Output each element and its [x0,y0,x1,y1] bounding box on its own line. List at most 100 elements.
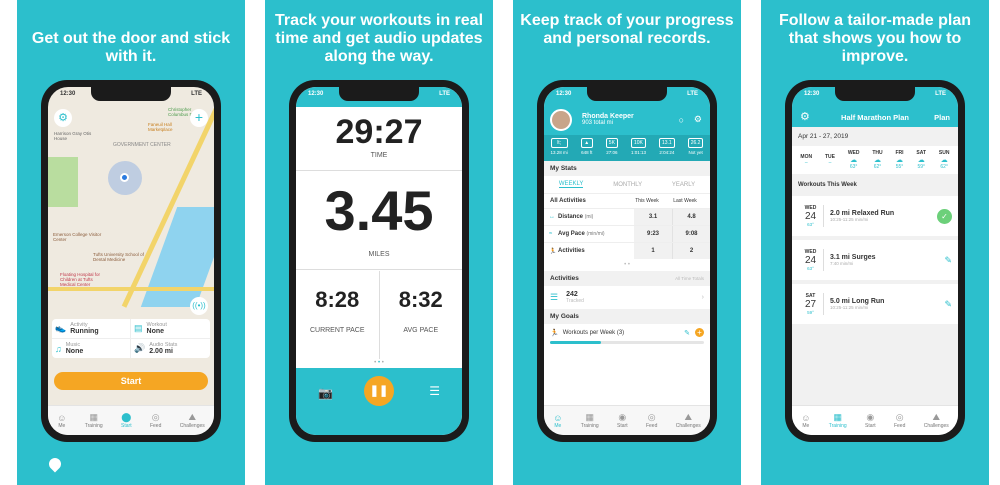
map-label: Tufts University School of Dental Medici… [93,252,144,262]
record-value: 27:06 [606,150,618,155]
record-badge-label: lt; [550,138,568,148]
stat-icon: ↔ [549,214,555,220]
workouts-header: Workouts This Week [798,182,857,188]
tab-challenges[interactable]: ⛰ Challenges [923,412,949,429]
record-badge[interactable]: 13.1 2:04:24 [658,138,675,161]
weather-icon: ☁ [917,157,925,164]
records-strip[interactable]: lt; 13.28 mi ▲ 648 ft 5K 27:06 10K 1:01:13 13.1 2… [544,135,710,161]
tab-training[interactable]: ▦ Training [84,412,103,429]
day-temp: 59° [917,164,925,170]
tab-training[interactable]: ▦ Training [580,412,599,429]
caption: Follow a tailor-made plan that shows you… [778,12,972,65]
tab-challenges[interactable]: ⛰ Challenges [179,412,205,429]
record-badge[interactable]: 5K 27:06 [605,138,618,161]
broadcast-button[interactable]: ((•)) [190,297,208,315]
tab-monthly[interactable]: MONTHLY [613,181,643,188]
workout-item[interactable]: WED 24 63° 2.0 mi Relaxed Run 10:25-11:25 mi… [792,196,958,236]
pause-button[interactable]: ❚❚ [364,376,394,406]
music-setting[interactable]: ♫ Music None [52,339,131,358]
day-temp: 62° [873,164,882,170]
add-goal-button[interactable]: + [695,328,704,337]
edit-icon[interactable]: ✎ [684,329,690,337]
workout-setting[interactable]: ▤ Workout None [131,319,210,339]
plan-button[interactable]: Plan [934,113,950,122]
tab-me[interactable]: ☺ Me [801,412,811,429]
chevron-right-icon: › [701,294,704,301]
tab-feed[interactable]: ◎ Feed [893,412,906,429]
stat-icon: ≈ [549,231,553,237]
settings-grid: 👟 Activity Running ▤ Workout None ♫ Music None… [52,319,210,358]
add-button[interactable]: + [190,109,208,127]
gear-icon[interactable]: ⚙ [800,111,810,123]
week-range: Apr 21 - 27, 2019 [798,133,849,140]
camera-button[interactable]: 📷 [318,386,333,400]
phone: 12:30 LTE ⚙ Half Marathon Plan Plan Apr 2… [785,80,965,442]
workout-pace: 10:25-11:25 min/mi [830,305,869,310]
activity-filter[interactable]: All Activities [550,198,586,204]
value: None [146,328,165,335]
tab-yearly[interactable]: YEARLY [671,181,696,188]
settings-button[interactable]: ⚙ [54,109,72,127]
record-badge[interactable]: ▲ 648 ft [580,138,593,161]
user-name: Rhonda Keeper [582,113,634,120]
record-badge-label: ▲ [580,138,593,148]
tab-me[interactable]: ☺ Me [57,412,67,429]
tab-training[interactable]: ▦ Training [828,412,847,429]
edit-icon[interactable]: ✎ [944,254,952,265]
day-forecast[interactable]: TUE – [825,154,835,166]
record-badge-label: 5K [605,138,618,148]
tab-me[interactable]: ☺ Me [553,412,563,429]
avatar[interactable] [550,109,572,131]
record-badge[interactable]: lt; 13.28 mi [550,138,568,161]
runner-icon: 🏃 [550,329,559,337]
tab-start[interactable]: ⬤ Start [121,412,132,429]
activities-count: 242 [566,291,578,298]
start-button[interactable]: Start [54,372,208,390]
map[interactable]: GOVERNMENT CENTER Faneuil Hall Marketpla… [48,87,214,435]
gear-icon[interactable]: ⚙ [693,114,702,124]
pin-icon: ⬤ [121,412,132,422]
col-this-week: This Week [635,198,659,204]
stat-label: Avg Pace [558,231,585,237]
day-forecast[interactable]: WED ☁ 63° [848,150,860,170]
tab-start[interactable]: ◉ Start [617,412,628,429]
record-badge[interactable]: 10K 1:01:13 [630,138,646,161]
tab-start[interactable]: ◉ Start [865,412,876,429]
day-forecast[interactable]: FRI ☁ 55° [895,150,903,170]
check-icon[interactable]: ✓ [937,208,952,224]
sliders-icon[interactable]: ☰ [429,384,440,398]
workout-item[interactable]: SAT 27 59° 5.0 mi Long Run 10:25-11:25 min/m… [792,284,958,324]
stat-unit: (min/mi) [586,231,605,237]
notch [835,87,915,101]
edit-icon[interactable]: ✎ [944,298,952,309]
day-forecast[interactable]: SUN ☁ 62° [939,150,950,170]
record-value: 13.28 mi [550,150,568,155]
day-forecast[interactable]: THU ☁ 62° [872,150,882,170]
status-network: LTE [439,91,450,97]
record-badge[interactable]: 26.2 Not yet [687,138,704,161]
stat-row: ↔ Distance (mi) 3.1 4.8 [544,208,710,225]
workout-title: 2.0 mi Relaxed Run [830,210,895,217]
activities-row[interactable]: ☰ 242 Tracked › [544,286,710,309]
search-icon[interactable]: ○ [678,115,684,125]
caption: Track your workouts in real time and get… [274,12,484,65]
day-forecast[interactable]: MON – [800,154,812,166]
day-forecast[interactable]: SAT ☁ 59° [916,150,926,170]
tracked-label: Tracked [566,298,584,304]
notch [91,87,171,101]
tab-feed[interactable]: ◎ Feed [645,412,658,429]
tab-feed[interactable]: ◎ Feed [149,412,162,429]
goal-row[interactable]: 🏃 Workouts per Week (3) ✎ + [544,324,710,341]
workout-dow: WED [804,249,817,255]
tab-weekly[interactable]: WEEKLY [558,181,584,188]
label: Music [65,342,81,348]
activity-setting[interactable]: 👟 Activity Running [52,319,131,339]
location-dot [120,173,129,182]
all-time-label: All Time Totals [675,276,704,281]
workout-item[interactable]: WED 24 63° 3.1 mi Surges 7:40 min/mi ✎ [792,240,958,280]
stat-this-week: 3.1 [634,209,672,225]
caption: Get out the door and stick with it. [31,30,231,65]
audio-stats-setting[interactable]: 🔊 Audio Stats 2.00 mi [131,339,210,358]
list-icon: ☰ [550,292,559,302]
tab-challenges[interactable]: ⛰ Challenges [675,412,701,429]
